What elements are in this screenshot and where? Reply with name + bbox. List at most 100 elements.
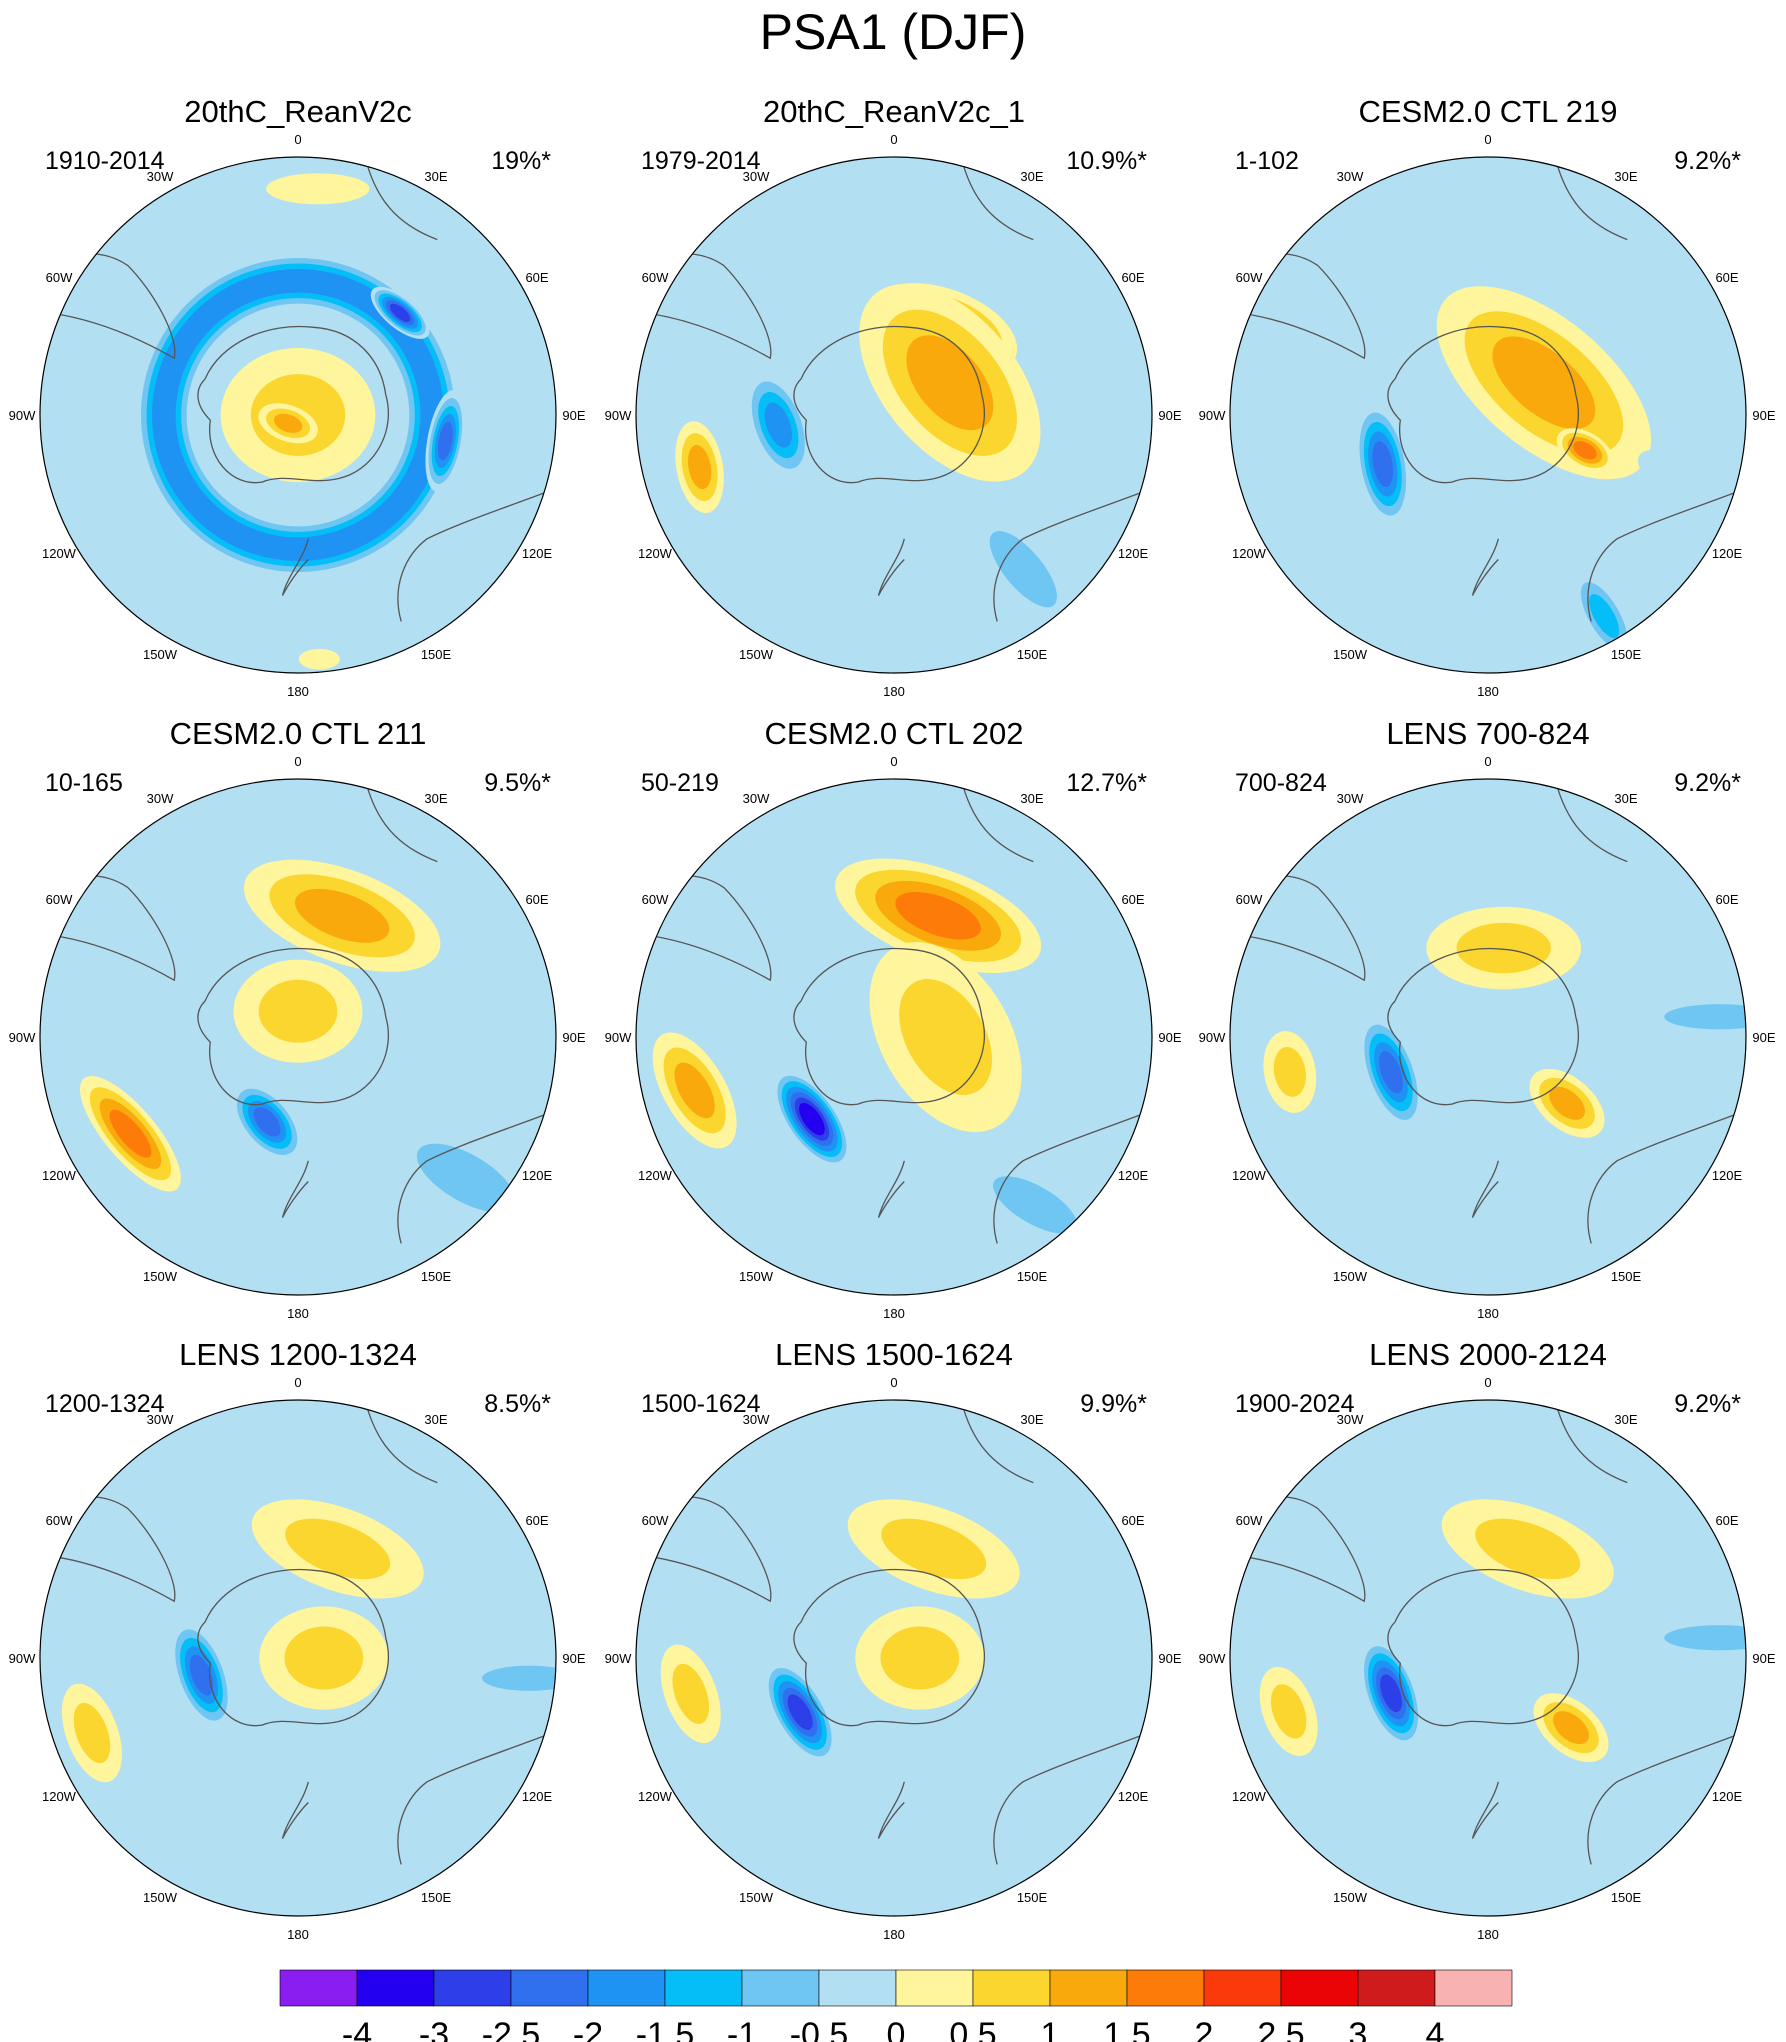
coastline [1471, 1781, 1499, 1839]
panel-period: 700-824 [1235, 769, 1327, 797]
contour-band [706, 821, 862, 873]
longitude-label: 180 [1477, 684, 1499, 699]
coastline [877, 1160, 905, 1218]
colorbar-box [1357, 1969, 1436, 2007]
coastline [197, 1568, 390, 1727]
panel-variance: 10.9%* [1066, 147, 1147, 175]
polar-map: 0 30E 60E 90E 120E 150E 180 150W 120W 90W 60W 30W [605, 1375, 1182, 1942]
map-border [635, 1399, 1153, 1917]
panel-title: LENS 1500-1624 [775, 1337, 1013, 1372]
panel-variance: 19%* [491, 147, 551, 175]
longitude-label: 0 [294, 132, 301, 147]
contour-band [285, 1518, 391, 1580]
contour-band [1379, 1051, 1403, 1094]
panel-variance: 12.7%* [1066, 769, 1147, 797]
map-panel: LENS 700-824 700-824 9.2%* 0 30E 60E 90E 120E 15… [1190, 714, 1786, 1321]
polar-map: 0 30E 60E 90E 120E 150E 180 150W 120W 90W 60W 30W [1199, 1375, 1776, 1942]
longitude-label: 30E [1614, 169, 1637, 184]
contour-band [1589, 594, 1620, 639]
longitude-label: 60W [1236, 1513, 1263, 1528]
contour-band [1380, 1674, 1402, 1713]
colorbar-box [279, 1969, 358, 2007]
colorbar-box [741, 1969, 820, 2007]
panel-title: CESM2.0 CTL 211 [169, 716, 427, 751]
colorbar-tick-label: 1 [1041, 2016, 1060, 2042]
longitude-label: 180 [883, 1927, 905, 1942]
longitude-label: 120E [522, 546, 553, 561]
longitude-label: 120W [42, 1168, 77, 1183]
longitude-label: 60W [642, 892, 669, 907]
longitude-label: 0 [890, 1375, 897, 1390]
longitude-label: 90W [605, 408, 632, 423]
longitude-label: 90W [1199, 1651, 1226, 1666]
longitude-label: 60E [525, 892, 548, 907]
colorbar-box [510, 1969, 589, 2007]
panel-period: 50-219 [641, 769, 719, 797]
longitude-label: 90W [9, 408, 36, 423]
longitude-label: 30W [147, 1412, 174, 1427]
contour-band [674, 1062, 715, 1119]
map-panel: CESM2.0 CTL 202 50-219 12.7%* 0 30E 60E 90E 120… [596, 714, 1192, 1321]
longitude-label: 120W [1232, 546, 1267, 561]
longitude-label: 30E [1614, 791, 1637, 806]
longitude-label: 150W [1333, 1890, 1368, 1905]
panel-period: 1979-2014 [641, 147, 761, 175]
longitude-label: 180 [1477, 1306, 1499, 1321]
field-layer [1230, 1400, 1746, 1916]
coastline [197, 947, 390, 1106]
colorbar-tick-label: 0.5 [949, 2016, 996, 2042]
contour-band [899, 979, 992, 1095]
longitude-label: 30E [1020, 791, 1043, 806]
coastline [1387, 947, 1580, 1106]
longitude-label: 0 [294, 1375, 301, 1390]
contour-band [1270, 1684, 1307, 1739]
contour-band [1573, 441, 1597, 460]
longitude-label: 120E [522, 1789, 553, 1804]
coastline [993, 1734, 1142, 1865]
longitude-label: 0 [294, 754, 301, 769]
colorbar-box [818, 1969, 897, 2007]
colorbar-box [1280, 1969, 1359, 2007]
colorbar-box [1434, 1969, 1513, 2007]
panel-variance: 9.2%* [1674, 1390, 1741, 1418]
contour-band [799, 1102, 825, 1136]
panel-title: 20thC_ReanV2c [184, 94, 412, 129]
contour-band [266, 173, 370, 205]
contour-band [1518, 1805, 1571, 1916]
contour-band [1664, 1625, 1746, 1651]
longitude-label: 150W [739, 1269, 774, 1284]
coastline [877, 538, 905, 596]
coastline [1471, 538, 1499, 596]
polar-map: 0 30E 60E 90E 120E 150E 180 150W 120W 90W 60W 30W [9, 132, 586, 699]
panel-variance: 9.2%* [1674, 769, 1741, 797]
longitude-label: 60E [1121, 1513, 1144, 1528]
coastline [397, 491, 546, 622]
longitude-label: 30W [1337, 169, 1364, 184]
map-border [39, 778, 557, 1296]
colorbar-box [587, 1969, 666, 2007]
longitude-label: 120E [1712, 1168, 1743, 1183]
panel-title: LENS 700-824 [1386, 716, 1590, 751]
coastline [1554, 1400, 1628, 1484]
colorbar-tick-label: 0 [887, 2016, 906, 2042]
coastline [1587, 1734, 1736, 1865]
colorbar-box [433, 1969, 512, 2007]
coastline [281, 1781, 309, 1839]
longitude-label: 180 [883, 684, 905, 699]
longitude-label: 60E [1715, 1513, 1738, 1528]
longitude-label: 60W [642, 1513, 669, 1528]
colorbar-box [664, 1969, 743, 2007]
panel-variance: 9.2%* [1674, 147, 1741, 175]
longitude-label: 60W [46, 270, 73, 285]
panel-period: 10-165 [45, 769, 123, 797]
colorbar-tick-label: 2.5 [1257, 2016, 1304, 2042]
colorbar-tick-label: -1.5 [636, 2016, 695, 2042]
field-layer [1230, 157, 1746, 673]
panel-title: CESM2.0 CTL 219 [1358, 94, 1618, 129]
contour-band [787, 1694, 813, 1730]
coastline [960, 157, 1034, 241]
coastline [993, 1113, 1142, 1244]
longitude-label: 150W [1333, 1269, 1368, 1284]
contour-band [989, 531, 1057, 608]
coastline [793, 325, 986, 484]
